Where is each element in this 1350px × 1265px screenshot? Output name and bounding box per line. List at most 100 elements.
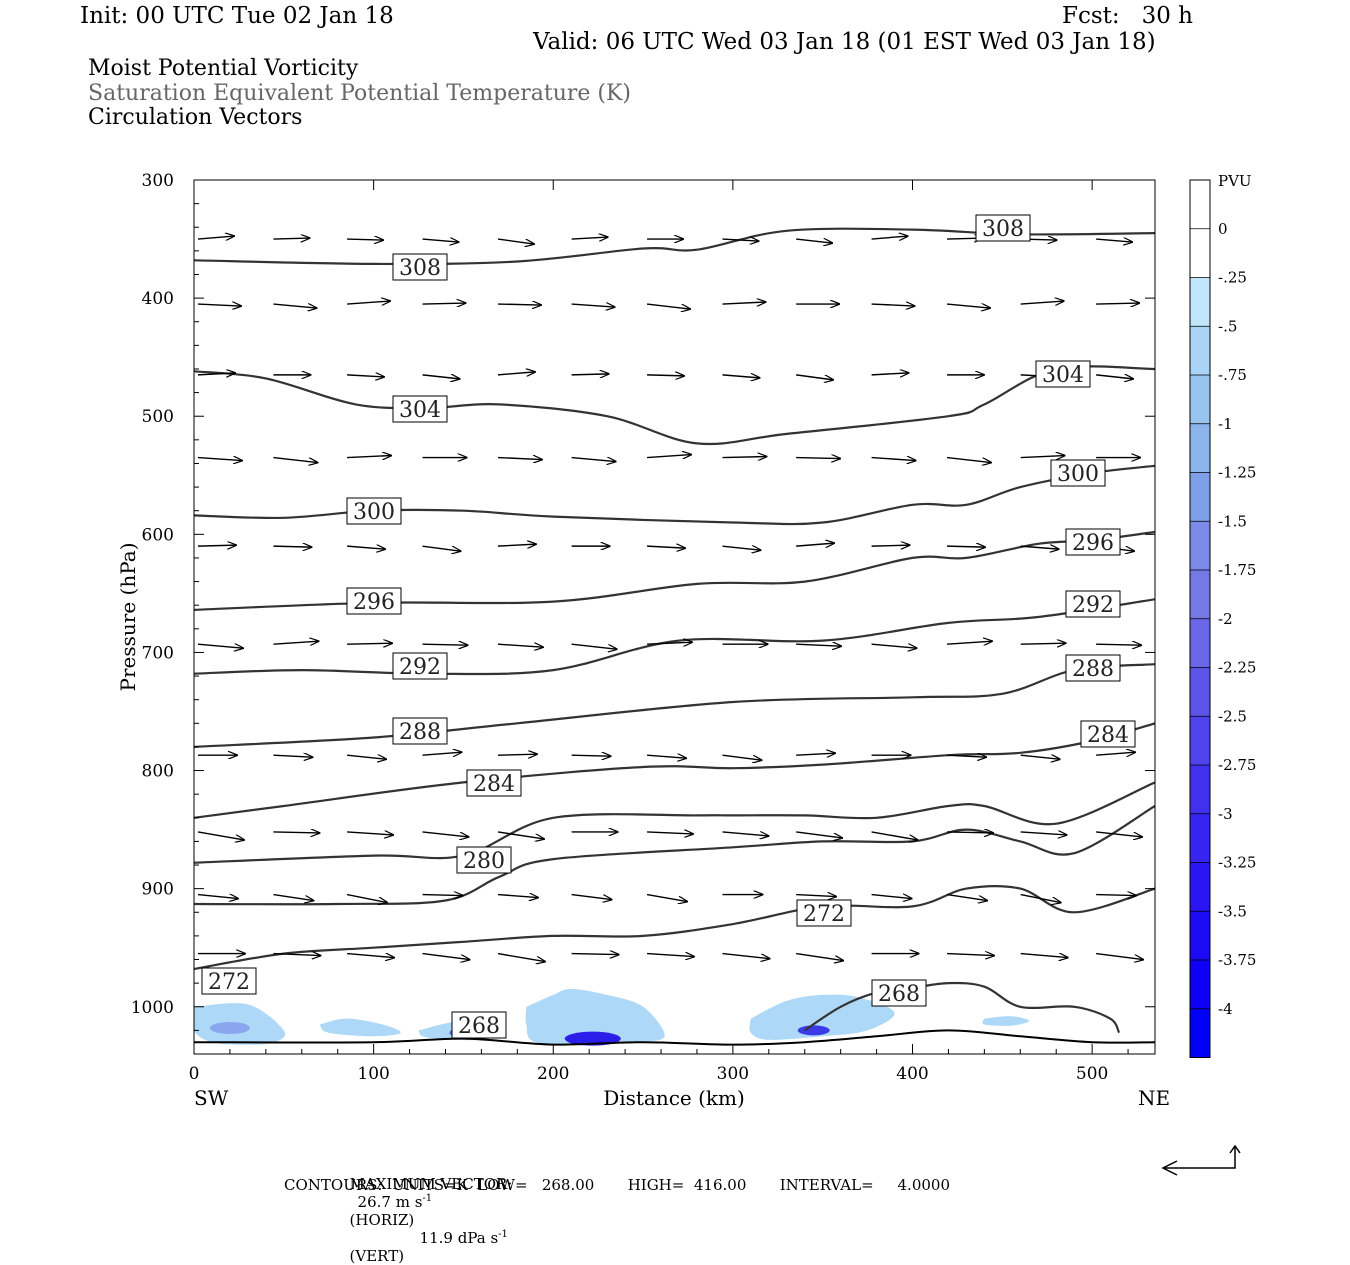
y-axis-label: Pressure (hPa) <box>116 543 140 692</box>
vector-arrow <box>497 372 535 375</box>
vector-arrow <box>796 952 843 961</box>
vector-arrow <box>871 831 918 840</box>
contour-label-box <box>451 1011 507 1039</box>
max-vector-vert: 11.9 dPa s <box>419 1229 499 1247</box>
y-tick-label: 1000 <box>131 998 174 1018</box>
vector-arrow <box>571 893 612 900</box>
contour-label: 308 <box>399 256 441 281</box>
contour-labels: 308 308 304 304 300 300 296 296 292 292 288 288 284 2… <box>201 214 1136 1039</box>
vector-arrow <box>273 954 320 956</box>
vector-arrow <box>1096 952 1143 960</box>
colorbar-swatch <box>1190 862 1210 912</box>
vector-arrow <box>273 238 309 239</box>
contour-label-box <box>1050 459 1106 487</box>
vector-arrow <box>1096 831 1142 837</box>
contour-label: 292 <box>1072 593 1114 618</box>
colorbar-tick-label: -2.25 <box>1218 659 1256 677</box>
colorbar-tick-label: -2.5 <box>1218 707 1247 725</box>
x-tick-label: 300 <box>717 1064 749 1084</box>
vector-arrow <box>947 755 986 757</box>
vector-arrow <box>197 373 235 375</box>
vector-arrow <box>722 375 760 378</box>
vector-arrow <box>722 754 762 760</box>
vector-arrow <box>796 374 833 380</box>
vector-arrow <box>646 303 690 309</box>
vector-arrow <box>497 895 538 898</box>
valid-time: Valid: 06 UTC Wed 03 Jan 18 (01 EST Wed … <box>533 29 1156 55</box>
contour-line-276 <box>194 805 1155 906</box>
vector-arrow <box>347 301 390 304</box>
vector-arrow <box>646 893 687 902</box>
vector-arrow <box>197 545 236 546</box>
vert-exponent: -1 <box>498 1229 508 1240</box>
vector-arrow <box>647 755 686 758</box>
vector-arrow <box>796 239 832 243</box>
vector-arrow <box>1096 303 1139 304</box>
contour-label-box <box>392 717 448 745</box>
vector-arrow <box>647 455 691 458</box>
title-line-3: Circulation Vectors <box>88 105 303 130</box>
vector-arrow <box>273 641 318 644</box>
vector-arrow <box>273 546 311 547</box>
vector-arrow <box>422 895 463 896</box>
vector-arrow <box>1020 755 1060 759</box>
x-axis-label: Distance (km) <box>603 1086 745 1110</box>
contour-line-304 <box>194 365 1155 446</box>
colorbar-swatch <box>1190 472 1210 522</box>
y-tick-label: 600 <box>142 525 174 545</box>
contour-label: 288 <box>1072 657 1114 682</box>
vector-arrow <box>647 546 685 548</box>
contour-line-268 <box>804 981 1121 1034</box>
vector-arrow <box>197 236 234 239</box>
vector-arrow <box>273 456 317 463</box>
vector-arrow <box>1020 832 1067 835</box>
contour-line-300 <box>194 464 1155 526</box>
vector-arrow <box>647 642 692 644</box>
vector-arrow <box>1020 301 1064 304</box>
contour-label: 296 <box>353 590 395 615</box>
contour-label-box <box>466 769 522 797</box>
vector-arrow <box>197 644 243 648</box>
vector-arrow <box>571 304 615 307</box>
colorbar-tick-label: -2.75 <box>1218 756 1256 774</box>
y-tick-label: 800 <box>142 762 174 782</box>
x-tick-label: 400 <box>896 1064 928 1084</box>
vector-arrow <box>796 644 841 646</box>
colorbar-tick-label: -1.75 <box>1218 561 1256 579</box>
pv-shading <box>194 989 1155 1046</box>
y-tick-label: 700 <box>142 643 174 663</box>
vector-arrow <box>347 832 393 835</box>
x-right-end-label: NE <box>1138 1086 1170 1110</box>
colorbar-title: PVU <box>1218 172 1252 190</box>
contour-label: 284 <box>473 772 515 797</box>
contour-line-288 <box>194 663 1155 748</box>
colorbar-tick-label: -3.25 <box>1218 854 1256 872</box>
contour-label: 272 <box>803 902 845 927</box>
vector-arrow <box>946 456 991 463</box>
vector-arrow <box>1096 752 1135 755</box>
vector-arrow <box>871 545 910 546</box>
x-tick-label: 200 <box>537 1064 569 1084</box>
vector-arrow <box>946 893 987 901</box>
plot-frame <box>193 179 1156 1055</box>
colorbar-swatch <box>1190 423 1210 473</box>
contour-label: 308 <box>982 217 1024 242</box>
contour-label-box <box>201 967 257 995</box>
pv-region-1 <box>319 1018 401 1037</box>
vector-arrow <box>273 832 319 833</box>
contour-label-box <box>392 652 448 680</box>
vector-arrow <box>796 831 842 838</box>
vector-arrow <box>871 304 915 306</box>
colorbar-swatch <box>1190 375 1210 424</box>
pv-colorbar: PVU 0 -.25 -.5 -.75 -1 -1.25 -1.5 -1.75 -2 -2.25 -2… <box>1189 172 1256 1058</box>
contour-label-box <box>392 253 448 281</box>
vector-arrow <box>497 544 536 546</box>
vector-arrow <box>647 832 693 834</box>
vector-arrow <box>197 458 242 461</box>
colorbar-swatch <box>1190 521 1210 570</box>
vector-arrow <box>947 832 993 833</box>
vector-arrow <box>422 831 469 837</box>
contour-label-box <box>346 497 402 525</box>
contour-label: 304 <box>1042 363 1084 388</box>
contour-label: 268 <box>878 982 920 1007</box>
